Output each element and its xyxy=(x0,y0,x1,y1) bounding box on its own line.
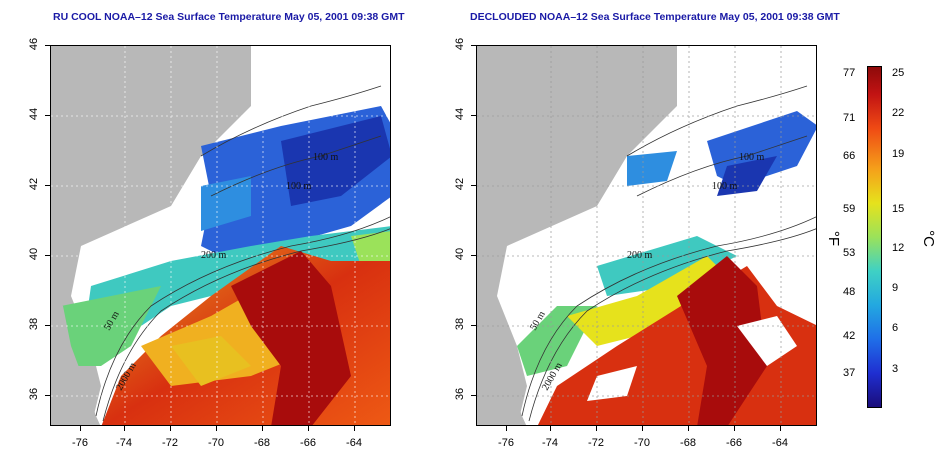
latitude-tick-mark xyxy=(45,45,50,46)
latitude-tick-label: 42 xyxy=(454,177,466,191)
colorbar-fahrenheit-label: 37 xyxy=(843,367,856,379)
longitude-tick-mark xyxy=(734,426,735,431)
left-map-title: RU COOL NOAA–12 Sea Surface Temperature … xyxy=(53,11,405,23)
longitude-tick-label: -66 xyxy=(726,437,742,449)
longitude-tick-mark xyxy=(642,426,643,431)
longitude-tick-mark xyxy=(354,426,355,431)
longitude-tick-mark xyxy=(506,426,507,431)
latitude-tick-label: 38 xyxy=(454,317,466,331)
colorbar-celsius-label: 12 xyxy=(892,242,905,254)
colorbar-celsius-label: 15 xyxy=(892,203,905,215)
latitude-tick-mark xyxy=(45,115,50,116)
longitude-tick-label: -70 xyxy=(208,437,224,449)
longitude-tick-mark xyxy=(80,426,81,431)
temperature-colorbar xyxy=(867,66,882,408)
unit-fahrenheit-label: °F xyxy=(825,230,843,247)
longitude-tick-mark xyxy=(308,426,309,431)
colorbar-fahrenheit-label: 42 xyxy=(843,330,856,342)
longitude-tick-label: -68 xyxy=(254,437,270,449)
latitude-tick-mark xyxy=(45,255,50,256)
longitude-tick-mark xyxy=(780,426,781,431)
right-sst-image: 100 m 100 m 200 m 50 m 2000 m xyxy=(477,46,816,425)
colorbar-celsius-label: 3 xyxy=(892,363,899,375)
colorbar-fahrenheit-label: 71 xyxy=(843,112,856,124)
contour-label: 100 m xyxy=(313,152,339,163)
longitude-tick-label: -68 xyxy=(680,437,696,449)
longitude-tick-label: -76 xyxy=(498,437,514,449)
longitude-tick-label: -72 xyxy=(162,437,178,449)
colorbar-celsius-label: 25 xyxy=(892,67,905,79)
colorbar-celsius-label: 9 xyxy=(892,282,899,294)
latitude-tick-label: 36 xyxy=(454,387,466,401)
longitude-tick-label: -76 xyxy=(72,437,88,449)
unit-celsius-label: °C xyxy=(919,230,937,247)
colorbar-celsius-label: 6 xyxy=(892,322,899,334)
latitude-tick-mark xyxy=(471,45,476,46)
latitude-tick-label: 42 xyxy=(28,177,40,191)
longitude-tick-label: -64 xyxy=(346,437,362,449)
colorbar-fahrenheit-label: 48 xyxy=(843,286,856,298)
right-map-title: DECLOUDED NOAA–12 Sea Surface Temperatur… xyxy=(470,11,840,23)
colorbar-fahrenheit-label: 66 xyxy=(843,150,856,162)
longitude-tick-label: -74 xyxy=(116,437,132,449)
latitude-tick-mark xyxy=(45,325,50,326)
latitude-tick-label: 44 xyxy=(28,107,40,121)
left-map-panel: 100 m 100 m 200 m 50 m 2000 m xyxy=(50,45,391,426)
longitude-tick-label: -72 xyxy=(588,437,604,449)
latitude-tick-mark xyxy=(471,115,476,116)
latitude-tick-label: 46 xyxy=(454,37,466,51)
longitude-tick-mark xyxy=(262,426,263,431)
right-sst-map[interactable]: 100 m 100 m 200 m 50 m 2000 m xyxy=(476,45,817,426)
colorbar-fahrenheit-label: 59 xyxy=(843,203,856,215)
latitude-tick-label: 38 xyxy=(28,317,40,331)
latitude-tick-label: 40 xyxy=(454,247,466,261)
latitude-tick-mark xyxy=(45,395,50,396)
latitude-tick-mark xyxy=(471,255,476,256)
latitude-tick-label: 46 xyxy=(28,37,40,51)
latitude-tick-mark xyxy=(45,185,50,186)
contour-label: 200 m xyxy=(627,250,653,261)
contour-label: 100 m xyxy=(712,181,738,192)
colorbar-celsius-label: 22 xyxy=(892,107,905,119)
latitude-tick-label: 44 xyxy=(454,107,466,121)
longitude-tick-mark xyxy=(550,426,551,431)
latitude-tick-label: 40 xyxy=(28,247,40,261)
colorbar-fahrenheit-label: 53 xyxy=(843,247,856,259)
latitude-tick-mark xyxy=(471,185,476,186)
right-map-panel: 100 m 100 m 200 m 50 m 2000 m xyxy=(476,45,817,426)
longitude-tick-label: -66 xyxy=(300,437,316,449)
colorbar-celsius-label: 19 xyxy=(892,148,905,160)
longitude-tick-mark xyxy=(216,426,217,431)
contour-label: 100 m xyxy=(739,152,765,163)
latitude-tick-mark xyxy=(471,395,476,396)
left-sst-image: 100 m 100 m 200 m 50 m 2000 m xyxy=(51,46,390,425)
contour-label: 100 m xyxy=(286,181,312,192)
longitude-tick-mark xyxy=(170,426,171,431)
colorbar-fahrenheit-label: 77 xyxy=(843,67,856,79)
longitude-tick-label: -64 xyxy=(772,437,788,449)
longitude-tick-mark xyxy=(596,426,597,431)
latitude-tick-label: 36 xyxy=(28,387,40,401)
left-sst-map[interactable]: 100 m 100 m 200 m 50 m 2000 m xyxy=(50,45,391,426)
contour-label: 200 m xyxy=(201,250,227,261)
longitude-tick-mark xyxy=(688,426,689,431)
longitude-tick-label: -70 xyxy=(634,437,650,449)
longitude-tick-mark xyxy=(124,426,125,431)
latitude-tick-mark xyxy=(471,325,476,326)
longitude-tick-label: -74 xyxy=(542,437,558,449)
